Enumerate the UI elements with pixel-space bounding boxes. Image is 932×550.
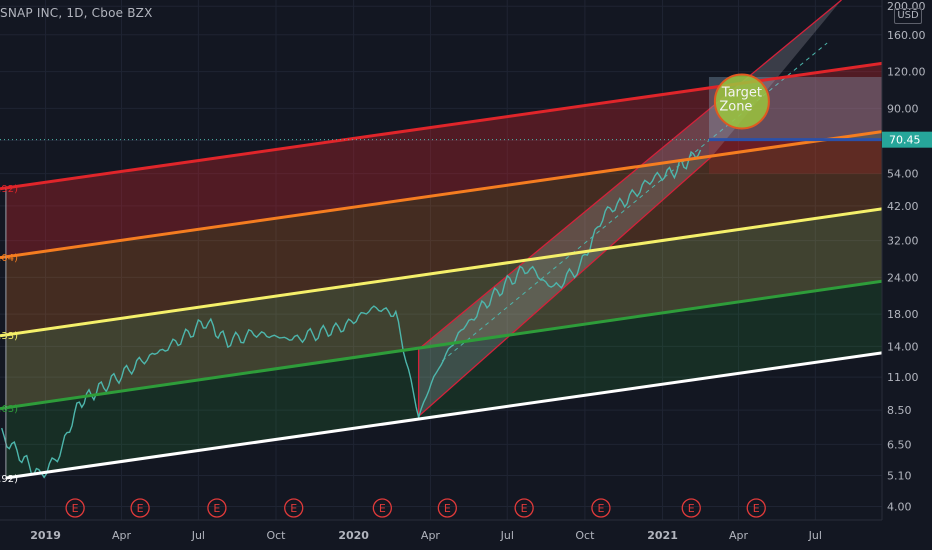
target-zone-circle	[713, 73, 770, 130]
x-tick-label: Apr	[729, 529, 749, 542]
fan-band	[5, 208, 882, 408]
x-axis-panel	[0, 520, 932, 550]
fan-band	[5, 281, 882, 478]
fan-line-green	[0, 279, 882, 411]
earnings-marker-label: E	[753, 502, 760, 515]
y-tick-label: 6.50	[887, 438, 912, 451]
earnings-marker-label: E	[379, 502, 386, 515]
fan-line-white	[5, 351, 882, 480]
earnings-marker	[284, 498, 304, 518]
earnings-marker	[514, 498, 534, 518]
earnings-marker-label: E	[137, 502, 144, 515]
x-tick-label: 2019	[30, 529, 61, 542]
target-zone-label-1: Target	[721, 85, 762, 100]
x-tick-label: 2020	[338, 529, 369, 542]
earnings-marker	[681, 498, 701, 518]
earnings-marker-label: E	[72, 502, 79, 515]
fan-label-orange: (3.04)	[0, 253, 18, 264]
earnings-marker	[746, 498, 766, 518]
earnings-marker-label: E	[444, 502, 451, 515]
fan-band	[5, 63, 882, 257]
fan-band	[5, 131, 882, 335]
y-tick-label: 14.00	[887, 340, 919, 353]
earnings-marker	[437, 498, 457, 518]
y-tick-label: 160.00	[887, 29, 926, 42]
currency-badge[interactable]: USD	[894, 8, 922, 24]
earnings-marker	[372, 498, 392, 518]
earnings-marker	[207, 498, 227, 518]
earnings-marker-label: E	[213, 502, 220, 515]
price-line	[1, 149, 702, 479]
current-price-label: 70.45	[889, 134, 921, 147]
y-tick-label: 200.00	[887, 0, 926, 13]
y-tick-label: 42.00	[887, 200, 919, 213]
y-tick-label: 8.50	[887, 404, 912, 417]
target-zone-label-2: Zone	[719, 99, 752, 114]
fan-label-red: (4.92)	[0, 184, 18, 195]
channel-upper-line	[418, 0, 842, 350]
y-axis-panel	[882, 0, 932, 550]
earnings-marker	[65, 498, 85, 518]
x-tick-label: Oct	[266, 529, 286, 542]
earnings-marker-label: E	[597, 502, 604, 515]
x-tick-label: Jul	[808, 529, 822, 542]
y-tick-label: 120.00	[887, 66, 926, 79]
grid	[0, 0, 882, 520]
current-price-tag	[882, 131, 932, 148]
y-tick-label: 11.00	[887, 371, 919, 384]
earnings-marker	[130, 498, 150, 518]
earnings-marker-label: E	[688, 502, 695, 515]
x-tick-label: Apr	[421, 529, 441, 542]
y-tick-label: 4.00	[887, 501, 912, 514]
symbol-title: SNAP INC, 1D, Cboe BZX	[0, 6, 153, 20]
fan-label-yellow: (2.33)	[0, 331, 18, 342]
fan-label-white: (4.92)	[0, 474, 18, 485]
y-tick-label: 5.10	[887, 469, 912, 482]
y-tick-label: 90.00	[887, 102, 919, 115]
x-tick-label: Jul	[500, 529, 514, 542]
fan-line-yellow	[0, 207, 882, 338]
y-tick-label: 18.00	[887, 308, 919, 321]
x-tick-label: Jul	[191, 529, 205, 542]
fan-label-green: (1.63)	[0, 404, 18, 415]
x-tick-label: 2021	[647, 529, 678, 542]
earnings-marker-label: E	[290, 502, 297, 515]
y-tick-label: 54.00	[887, 168, 919, 181]
earnings-marker	[591, 498, 611, 518]
y-tick-label: 32.00	[887, 235, 919, 248]
earnings-marker-label: E	[521, 502, 528, 515]
channel-midline	[441, 42, 828, 362]
x-tick-label: Apr	[112, 529, 132, 542]
x-tick-label: Oct	[575, 529, 595, 542]
channel-lower-line	[418, 155, 713, 417]
fan-line-orange	[0, 130, 882, 260]
y-tick-label: 24.00	[887, 271, 919, 284]
